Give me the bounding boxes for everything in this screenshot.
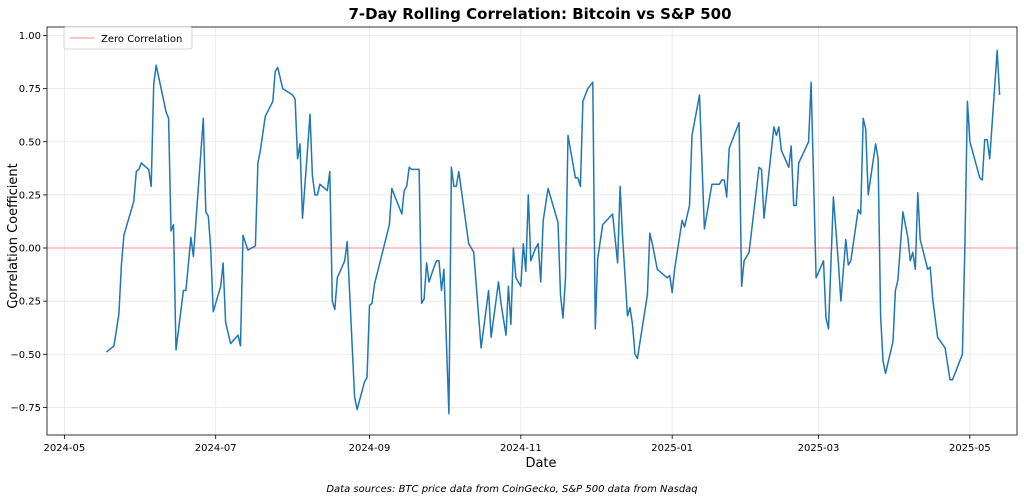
y-tick-label: 0.75 xyxy=(19,84,41,95)
y-axis-label: Correlation Coefficient xyxy=(6,163,21,309)
x-tick-label: 2025-05 xyxy=(949,443,991,454)
x-tick-label: 2024-09 xyxy=(349,443,391,454)
y-tick-label: 1.00 xyxy=(19,31,41,42)
series-layer xyxy=(106,49,1001,415)
y-tick-label: 0.25 xyxy=(19,190,41,201)
x-tick-label: 2025-01 xyxy=(651,443,693,454)
x-tick-label: 2024-11 xyxy=(500,443,542,454)
x-tick-label: 2024-05 xyxy=(43,443,85,454)
chart-title: 7-Day Rolling Correlation: Bitcoin vs S&… xyxy=(348,5,731,23)
x-axis-ticks: 2024-05 2024-07 2024-09 2024-11 2025-01 2025-… xyxy=(43,435,991,454)
y-tick-label: 0.00 xyxy=(19,244,41,255)
x-tick-label: 2025-03 xyxy=(798,443,840,454)
legend-label: Zero Correlation xyxy=(101,34,182,45)
correlation-series-line xyxy=(106,49,1001,415)
legend: Zero Correlation xyxy=(63,26,193,50)
y-axis-ticks: −0.75 −0.50 −0.25 0.00 0.25 0.50 0.75 1.00 xyxy=(10,31,47,414)
y-tick-label: −0.75 xyxy=(10,403,41,414)
x-axis-label: Date xyxy=(525,456,556,471)
footnote: Data sources: BTC price data from CoinGe… xyxy=(326,484,697,495)
y-tick-label: 0.50 xyxy=(19,137,41,148)
legend-box xyxy=(63,26,193,50)
x-tick-label: 2024-07 xyxy=(195,443,237,454)
y-tick-label: −0.50 xyxy=(10,350,41,361)
y-tick-label: −0.25 xyxy=(10,297,41,308)
plot-frame xyxy=(46,26,1018,436)
